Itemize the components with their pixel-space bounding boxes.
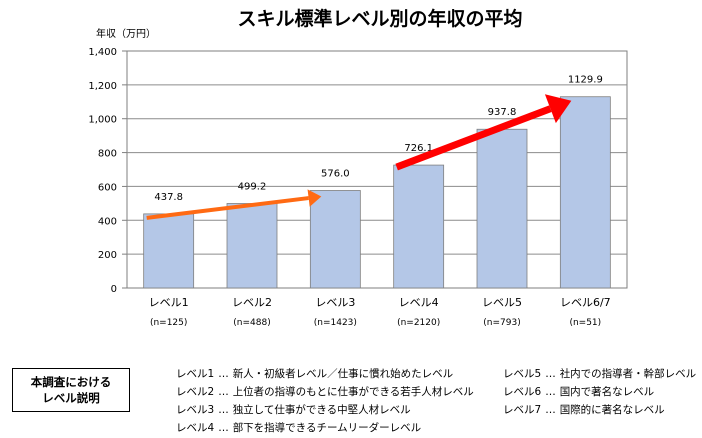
y-tick-label: 0 <box>111 284 117 295</box>
level-text: 新人・初級者レベル／仕事に慣れ始めたレベル <box>232 368 454 380</box>
data-label: 1129.9 <box>568 75 603 86</box>
data-label: 499.2 <box>238 181 267 192</box>
x-tick-label: レベル3 <box>315 296 355 309</box>
data-label: 726.1 <box>404 143 433 154</box>
y-tick-label: 1,400 <box>88 47 117 58</box>
y-tick-label: 200 <box>98 250 117 261</box>
level-text: 独立して仕事ができる中堅人材レベル <box>232 404 411 416</box>
level-description: レベル4… 部下を指導できるチームリーダーレベル <box>176 420 474 438</box>
y-tick-label: 1,200 <box>88 81 117 92</box>
level-name: レベル2 <box>176 386 215 398</box>
sample-size-label: (n=1423) <box>314 318 357 328</box>
level-text: 社内での指導者・幹部レベル <box>559 368 697 380</box>
level-description: レベル3… 独立して仕事ができる中堅人材レベル <box>176 402 474 420</box>
y-tick-label: 600 <box>98 182 117 193</box>
data-label: 437.8 <box>154 192 183 203</box>
y-axis-label: 年収（万円） <box>96 27 156 40</box>
chart-title: スキル標準レベル別の年収の平均 <box>237 7 522 30</box>
bar <box>393 164 445 289</box>
sample-size-label: (n=793) <box>483 318 520 328</box>
bar <box>476 128 528 289</box>
plot-frame <box>126 50 628 289</box>
level-separator: … <box>218 368 229 380</box>
y-tick-label: 400 <box>98 216 117 227</box>
sample-size-label: (n=488) <box>233 318 270 328</box>
legend-box-line1: 本調査における <box>30 375 112 389</box>
level-descriptions-right: レベル5… 社内での指導者・幹部レベル レベル6… 国内で著名なレベル レベル7… 国… <box>503 366 696 420</box>
sample-size-label: (n=51) <box>569 318 601 328</box>
level-name: レベル6 <box>503 386 542 398</box>
bar <box>559 96 611 289</box>
x-tick-label: レベル2 <box>232 296 272 309</box>
level-description: レベル5… 社内での指導者・幹部レベル <box>503 366 696 384</box>
x-tick-label: レベル1 <box>149 296 189 309</box>
level-description: レベル2… 上位者の指導のもとに仕事ができる若手人材レベル <box>176 384 474 402</box>
sample-size-label: (n=125) <box>150 318 187 328</box>
level-separator: … <box>218 386 229 398</box>
bar <box>309 190 361 289</box>
level-separator: … <box>218 422 229 434</box>
trend-arrow-head <box>544 94 572 124</box>
level-descriptions-left: レベル1… 新人・初級者レベル／仕事に慣れ始めたレベル レベル2… 上位者の指導のも… <box>176 366 474 438</box>
level-description: レベル7… 国際的に著名なレベル <box>503 402 696 420</box>
level-description: レベル6… 国内で著名なレベル <box>503 384 696 402</box>
bar <box>143 213 195 289</box>
level-name: レベル7 <box>503 404 542 416</box>
level-description: レベル1… 新人・初級者レベル／仕事に慣れ始めたレベル <box>176 366 474 384</box>
level-text: 国際的に著名なレベル <box>559 404 665 416</box>
data-label: 937.8 <box>488 107 517 118</box>
level-text: 上位者の指導のもとに仕事ができる若手人材レベル <box>232 386 474 398</box>
level-name: レベル1 <box>176 368 215 380</box>
level-text: 国内で著名なレベル <box>559 386 655 398</box>
data-label: 576.0 <box>321 168 350 179</box>
trend-arrow-line <box>395 105 552 171</box>
level-separator: … <box>545 368 556 380</box>
trend-arrow-line <box>146 196 309 220</box>
level-name: レベル3 <box>176 404 215 416</box>
x-tick-label: レベル6/7 <box>560 296 611 309</box>
sample-size-label: (n=2120) <box>397 318 440 328</box>
bar <box>226 203 278 289</box>
level-separator: … <box>218 404 229 416</box>
level-legend-box: 本調査における レベル説明 <box>12 368 130 412</box>
legend-box-line2: レベル説明 <box>42 391 100 405</box>
level-separator: … <box>545 386 556 398</box>
level-name: レベル4 <box>176 422 215 434</box>
level-text: 部下を指導できるチームリーダーレベル <box>232 422 422 434</box>
x-tick-label: レベル4 <box>399 296 439 309</box>
y-tick-label: 800 <box>98 149 117 160</box>
trend-arrow-head <box>307 189 322 207</box>
level-name: レベル5 <box>503 368 542 380</box>
level-separator: … <box>545 404 556 416</box>
y-tick-label: 1,000 <box>88 115 117 126</box>
x-tick-label: レベル5 <box>482 296 522 309</box>
bar-chart: スキル標準レベル別の年収の平均 年収（万円） 0 200 400 600 800 1,00… <box>88 7 628 328</box>
